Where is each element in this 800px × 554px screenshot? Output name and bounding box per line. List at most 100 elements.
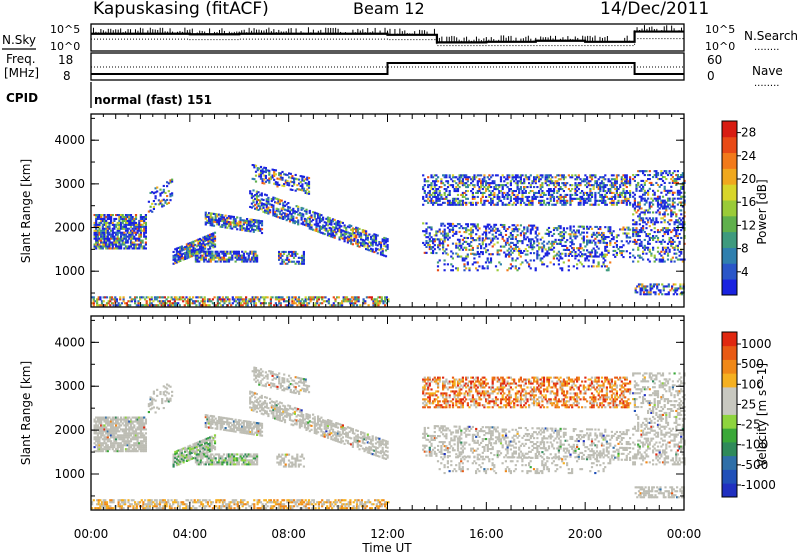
range-gate-cell <box>663 199 666 202</box>
range-gate-cell <box>671 213 674 216</box>
range-gate-cell <box>442 174 445 177</box>
range-gate-cell <box>625 178 628 181</box>
range-gate-cell <box>177 246 180 249</box>
range-gate-cell <box>258 173 261 176</box>
range-gate-cell <box>314 304 317 307</box>
range-gate-cell <box>211 218 214 221</box>
range-gate-cell <box>622 184 625 187</box>
range-gate-cell <box>209 247 212 250</box>
range-gate-cell <box>577 259 580 262</box>
range-gate-cell <box>95 241 98 244</box>
range-gate-cell <box>673 223 676 226</box>
range-gate-cell <box>120 221 123 224</box>
range-gate-cell <box>127 300 130 303</box>
range-gate-cell <box>363 229 366 232</box>
range-gate-cell <box>523 201 526 204</box>
range-gate-cell <box>289 260 292 263</box>
range-gate-cell <box>98 239 101 242</box>
range-gate-cell <box>175 247 178 250</box>
range-gate-cell <box>605 195 608 198</box>
range-gate-cell <box>187 246 190 249</box>
range-gate-cell <box>528 178 531 181</box>
range-gate-cell <box>331 226 335 229</box>
range-gate-cell <box>249 192 252 195</box>
range-gate-cell <box>180 245 183 248</box>
range-gate-cell <box>483 201 486 204</box>
range-gate-cell <box>523 250 526 253</box>
range-gate-cell <box>335 233 338 236</box>
range-gate-cell <box>637 238 640 241</box>
range-gate-cell <box>637 209 640 212</box>
range-gate-cell <box>213 256 216 259</box>
range-gate-cell <box>292 207 295 210</box>
range-gate-cell <box>341 233 344 236</box>
range-gate-cell <box>275 201 278 204</box>
range-gate-cell <box>663 187 666 190</box>
range-gate-cell <box>258 175 261 178</box>
range-gate-cell <box>582 239 585 242</box>
range-gate-cell <box>113 219 116 222</box>
range-gate-cell <box>480 197 483 200</box>
range-gate-cell <box>267 208 270 211</box>
range-gate-cell <box>430 184 433 187</box>
range-gate-cell <box>635 205 638 208</box>
range-gate-cell <box>676 189 679 192</box>
range-gate-cell <box>594 241 597 244</box>
range-gate-cell <box>383 238 386 241</box>
range-gate-cell <box>105 227 108 230</box>
range-gate-cell <box>343 234 346 237</box>
range-gate-cell <box>195 304 198 307</box>
range-gate-cell <box>372 300 375 303</box>
range-gate-cell <box>269 178 272 181</box>
range-gate-cell <box>445 232 448 235</box>
range-gate-cell <box>241 219 244 222</box>
range-gate-cell <box>344 298 347 301</box>
range-gate-cell <box>96 245 99 248</box>
range-gate-cell <box>291 260 294 263</box>
range-gate-cell <box>562 197 565 200</box>
range-gate-cell <box>151 202 154 205</box>
range-gate-cell <box>609 188 612 191</box>
range-gate-cell <box>632 213 635 216</box>
range-gate-cell <box>105 219 108 222</box>
range-gate-cell <box>139 243 142 246</box>
range-gate-cell <box>285 215 288 218</box>
range-gate-cell <box>549 195 552 198</box>
range-gate-cell <box>639 283 642 286</box>
range-gate-cell <box>589 241 592 244</box>
range-gate-cell <box>315 222 318 225</box>
range-gate-cell <box>528 191 531 194</box>
range-gate-cell <box>134 225 138 228</box>
range-gate-cell <box>252 256 255 259</box>
range-gate-cell <box>275 215 278 218</box>
range-gate-cell <box>635 174 638 177</box>
range-gate-cell <box>643 197 646 200</box>
range-gate-cell <box>595 182 599 185</box>
range-gate-cell <box>203 300 206 303</box>
range-gate-cell <box>600 201 604 204</box>
range-gate-cell <box>531 197 534 200</box>
range-gate-cell <box>551 180 554 183</box>
range-gate-cell <box>450 250 453 253</box>
range-gate-cell <box>450 263 453 266</box>
range-gate-cell <box>111 243 114 246</box>
range-gate-cell <box>506 191 509 194</box>
range-gate-cell <box>671 181 674 184</box>
range-gate-cell <box>443 259 446 262</box>
range-gate-cell <box>576 186 579 189</box>
range-gate-cell <box>652 217 655 220</box>
range-gate-cell <box>471 176 474 179</box>
range-gate-cell <box>180 296 183 299</box>
range-gate-cell <box>556 182 559 185</box>
range-gate-cell <box>209 218 212 221</box>
range-gate-cell <box>264 171 267 174</box>
range-gate-cell <box>222 254 226 257</box>
range-gate-cell <box>261 170 264 173</box>
range-gate-cell <box>222 258 226 261</box>
range-gate-cell <box>249 258 252 261</box>
range-gate-cell <box>204 213 207 216</box>
range-gate-cell <box>151 210 154 213</box>
range-gate-cell <box>491 237 494 240</box>
range-gate-cell <box>595 265 598 268</box>
range-gate-cell <box>345 236 348 239</box>
